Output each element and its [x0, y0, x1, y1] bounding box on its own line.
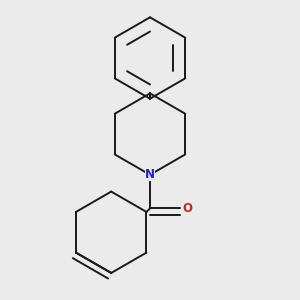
Text: N: N — [145, 168, 155, 181]
Text: O: O — [183, 202, 193, 215]
